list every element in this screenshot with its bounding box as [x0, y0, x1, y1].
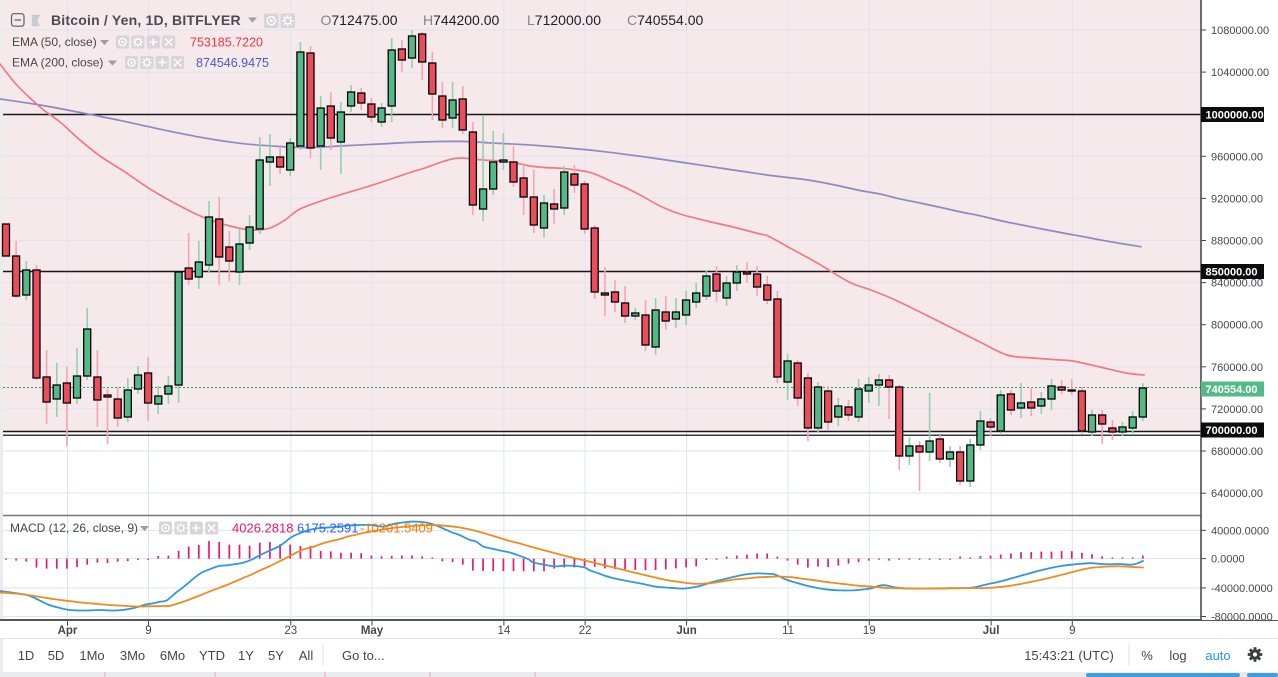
svg-text:0.0000: 0.0000: [1211, 554, 1245, 566]
svg-text:H744200.00: H744200.00: [423, 12, 500, 28]
svg-text:5Y: 5Y: [268, 648, 284, 663]
svg-text:May: May: [361, 625, 384, 637]
svg-text:-10201.5409: -10201.5409: [360, 521, 433, 536]
svg-text:Jun: Jun: [676, 625, 696, 637]
svg-text:11: 11: [782, 625, 794, 637]
svg-text:6Mo: 6Mo: [160, 648, 185, 663]
svg-text:MACD (12, 26, close, 9): MACD (12, 26, close, 9): [10, 521, 138, 535]
svg-text:auto: auto: [1205, 648, 1230, 663]
svg-text:All: All: [299, 648, 314, 663]
svg-text:19: 19: [863, 625, 876, 637]
svg-text:1080000.00: 1080000.00: [1211, 25, 1269, 37]
svg-text:700000.00: 700000.00: [1206, 425, 1258, 437]
svg-text:960000.00: 960000.00: [1211, 151, 1263, 163]
svg-text:Apr: Apr: [58, 625, 78, 637]
svg-text:1D: 1D: [18, 648, 35, 663]
svg-text:1Y: 1Y: [238, 648, 254, 663]
svg-text:log: log: [1169, 648, 1186, 663]
svg-text:Jul: Jul: [983, 625, 1000, 637]
svg-text:880000.00: 880000.00: [1211, 236, 1263, 248]
svg-text:6175.2591: 6175.2591: [297, 521, 358, 536]
svg-text:760000.00: 760000.00: [1211, 362, 1263, 374]
svg-text:Go to...: Go to...: [342, 648, 385, 663]
svg-text:L712000.00: L712000.00: [527, 12, 601, 28]
svg-text:920000.00: 920000.00: [1211, 193, 1263, 205]
svg-text:14: 14: [498, 625, 511, 637]
svg-text:C740554.00: C740554.00: [627, 12, 704, 28]
svg-text:40000.0000: 40000.0000: [1211, 525, 1269, 537]
svg-text:15:43:21 (UTC): 15:43:21 (UTC): [1024, 648, 1114, 663]
svg-text:22: 22: [579, 625, 592, 637]
svg-text:1000000.00: 1000000.00: [1206, 110, 1264, 122]
svg-text:-40000.0000: -40000.0000: [1211, 583, 1273, 595]
svg-text:680000.00: 680000.00: [1211, 446, 1263, 458]
svg-text:1040000.00: 1040000.00: [1211, 67, 1269, 79]
svg-text:O712475.00: O712475.00: [321, 12, 398, 28]
svg-text:800000.00: 800000.00: [1211, 320, 1263, 332]
svg-text:Bitcoin / Yen, 1D, BITFLYER: Bitcoin / Yen, 1D, BITFLYER: [51, 12, 241, 28]
svg-text:%: %: [1141, 648, 1153, 663]
svg-text:YTD: YTD: [199, 648, 225, 663]
svg-text:740554.00: 740554.00: [1206, 384, 1258, 396]
svg-text:4026.2818: 4026.2818: [232, 521, 293, 536]
svg-text:9: 9: [1069, 625, 1075, 637]
svg-text:720000.00: 720000.00: [1211, 404, 1263, 416]
svg-text:3Mo: 3Mo: [120, 648, 145, 663]
svg-text:850000.00: 850000.00: [1206, 267, 1258, 279]
svg-text:874546.9475: 874546.9475: [196, 56, 269, 70]
svg-text:840000.00: 840000.00: [1211, 278, 1263, 290]
svg-text:753185.7220: 753185.7220: [190, 36, 263, 50]
svg-text:5D: 5D: [48, 648, 65, 663]
svg-text:EMA (50, close): EMA (50, close): [12, 35, 97, 49]
svg-text:1Mo: 1Mo: [79, 648, 104, 663]
svg-text:23: 23: [284, 625, 297, 637]
svg-text:640000.00: 640000.00: [1211, 488, 1263, 500]
svg-text:EMA (200, close): EMA (200, close): [12, 56, 103, 70]
svg-text:-80000.0000: -80000.0000: [1211, 612, 1273, 624]
svg-text:9: 9: [145, 625, 151, 637]
